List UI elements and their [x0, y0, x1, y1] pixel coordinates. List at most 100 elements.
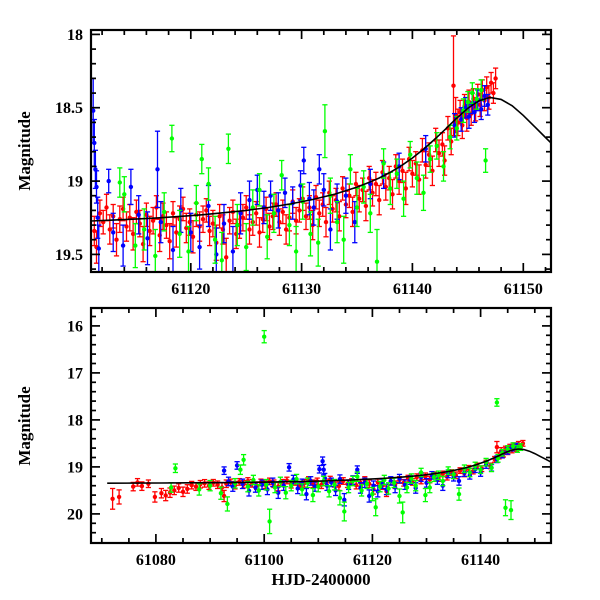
- bottom-panel-tick-labels: 61080 61100 61120 61140 16 17 18 19 20: [67, 318, 500, 569]
- data-point: [368, 211, 373, 216]
- data-point: [96, 246, 102, 251]
- data-point: [404, 485, 410, 490]
- data-point: [317, 467, 322, 472]
- data-point: [489, 465, 494, 470]
- data-point: [254, 211, 259, 216]
- data-point: [189, 483, 194, 488]
- data-point: [110, 496, 115, 501]
- data-point: [400, 510, 405, 515]
- data-point: [346, 485, 351, 490]
- data-point: [320, 459, 325, 464]
- data-point: [226, 146, 231, 151]
- data-point: [401, 196, 406, 201]
- data-point: [348, 167, 353, 172]
- data-point: [465, 99, 471, 105]
- data-point: [341, 237, 346, 242]
- y-tick-label: 18: [67, 412, 83, 429]
- data-point: [371, 483, 376, 488]
- y-tick-label: 19.5: [55, 247, 83, 264]
- data-point: [199, 156, 204, 162]
- data-point: [308, 231, 313, 237]
- data-point: [334, 219, 340, 225]
- data-point: [355, 467, 360, 472]
- data-point: [316, 484, 321, 489]
- data-point: [357, 196, 362, 201]
- series-green-band: [168, 329, 524, 535]
- data-point: [403, 186, 408, 191]
- data-point: [354, 205, 360, 210]
- data-point: [159, 491, 164, 496]
- data-point: [197, 487, 202, 492]
- data-point: [355, 474, 360, 479]
- top-panel-fit-curve-layer: [90, 96, 552, 222]
- data-point: [282, 190, 288, 195]
- data-point: [177, 231, 182, 237]
- data-point: [186, 249, 191, 254]
- data-point: [418, 470, 424, 475]
- data-point: [394, 171, 400, 176]
- data-point: [431, 475, 437, 480]
- data-point: [276, 208, 281, 213]
- data-point: [447, 134, 453, 140]
- y-tick-label: 18.5: [55, 100, 83, 117]
- fit-curve: [107, 448, 552, 484]
- x-axis-label: HJD-2400000: [271, 570, 370, 589]
- data-point: [152, 494, 158, 500]
- data-point: [466, 114, 472, 119]
- data-point: [397, 493, 402, 499]
- data-point: [128, 184, 134, 190]
- data-point: [373, 505, 378, 510]
- data-point: [97, 211, 103, 216]
- x-tick-label: 61140: [461, 552, 500, 569]
- data-point: [451, 472, 456, 477]
- data-point: [310, 492, 316, 498]
- data-point: [441, 164, 446, 169]
- data-point: [173, 466, 178, 471]
- data-point: [194, 200, 199, 206]
- data-point: [479, 107, 484, 112]
- data-point: [180, 489, 186, 494]
- data-point: [247, 227, 252, 232]
- data-point: [190, 234, 196, 239]
- data-point: [316, 240, 321, 245]
- data-point: [377, 197, 382, 203]
- top-panel-data-layer: [90, 35, 499, 272]
- data-point: [299, 487, 305, 492]
- x-tick-label: 61120: [171, 281, 210, 298]
- data-point: [200, 217, 206, 222]
- data-point: [272, 485, 278, 490]
- data-point: [244, 244, 249, 250]
- data-point: [414, 175, 420, 181]
- data-point: [133, 243, 138, 248]
- data-point: [451, 83, 456, 88]
- data-point: [311, 205, 316, 210]
- data-point: [518, 444, 523, 450]
- top-panel: 61120 61130 61140 61150 18 18.5 19 19.5 Magnitu…: [15, 27, 553, 298]
- y-tick-label: 18: [67, 27, 83, 44]
- data-point: [440, 478, 445, 484]
- data-point: [342, 509, 347, 514]
- data-point: [454, 126, 459, 131]
- data-point: [494, 400, 500, 405]
- data-point: [459, 117, 464, 122]
- data-point: [145, 236, 150, 241]
- data-point: [340, 186, 345, 191]
- data-point: [117, 180, 123, 185]
- data-point: [247, 197, 252, 203]
- plot-frame: [89, 306, 553, 545]
- data-point: [111, 230, 116, 235]
- data-point: [337, 214, 342, 219]
- bottom-panel-frame: [89, 306, 553, 545]
- data-point: [212, 237, 218, 242]
- data-point: [436, 151, 442, 156]
- data-point: [92, 140, 97, 146]
- bottom-panel-y-axis-label: Magnitude: [15, 386, 34, 466]
- data-point: [253, 485, 258, 490]
- data-point: [257, 230, 262, 235]
- data-point: [467, 470, 472, 475]
- data-point: [510, 444, 516, 449]
- data-point: [147, 228, 152, 234]
- data-point: [219, 258, 224, 263]
- data-point: [367, 493, 372, 499]
